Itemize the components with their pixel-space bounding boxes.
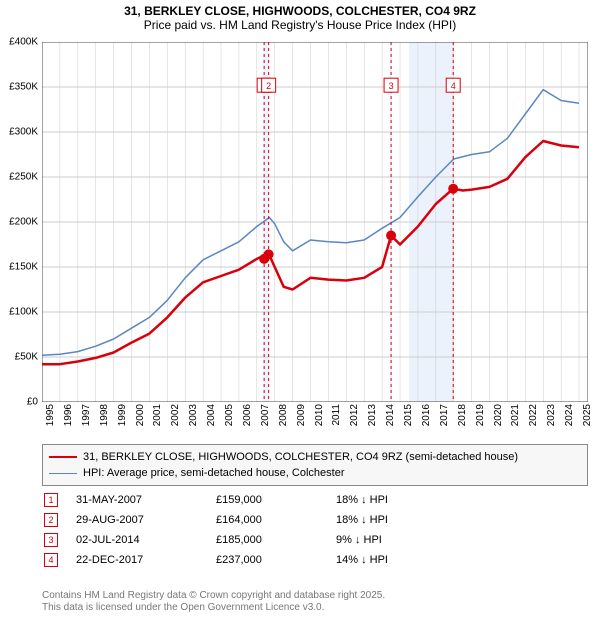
x-tick-label: 2002 [170,404,181,426]
y-tick-label: £300K [9,127,38,138]
x-tick-label: 2015 [403,404,414,426]
x-tick-label: 2006 [242,404,253,426]
y-tick-label: £350K [9,82,38,93]
sale-date: 22-DEC-2017 [76,554,216,566]
sales-table: 1 31-MAY-2007£159,00018% ↓ HPI 2 29-AUG-200… [42,490,588,570]
y-tick-label: £200K [9,217,38,228]
x-tick-label: 2025 [582,404,593,426]
y-tick-label: £150K [9,262,38,273]
x-tick-label: 2008 [278,404,289,426]
svg-text:2: 2 [266,81,271,91]
x-tick-label: 2023 [546,404,557,426]
x-tick-label: 2011 [331,404,342,426]
sale-hpi-delta: 18% ↓ HPI [336,494,456,506]
x-tick-label: 2016 [421,404,432,426]
x-tick-label: 2004 [206,404,217,426]
x-tick-label: 2005 [224,404,235,426]
title-block: 31, BERKLEY CLOSE, HIGHWOODS, COLCHESTER… [0,0,600,34]
sale-row: 2 29-AUG-2007£164,00018% ↓ HPI [42,510,588,530]
title-line1: 31, BERKLEY CLOSE, HIGHWOODS, COLCHESTER… [0,4,600,18]
footnote-line1: Contains HM Land Registry data © Crown c… [42,590,385,602]
sale-date: 29-AUG-2007 [76,514,216,526]
x-tick-label: 2013 [367,404,378,426]
x-tick-label: 1999 [117,404,128,426]
x-tick-label: 2021 [510,404,521,426]
sale-marker-box: 1 [44,493,58,507]
x-tick-label: 2014 [385,404,396,426]
plot-area: 1234 [42,42,588,402]
x-tick-label: 2024 [564,404,575,426]
legend-entry: 31, BERKLEY CLOSE, HIGHWOODS, COLCHESTER… [49,449,581,465]
x-tick-label: 2001 [152,404,163,426]
sale-marker-box: 2 [44,513,58,527]
sale-price: £159,000 [216,494,336,506]
x-tick-label: 2017 [439,404,450,426]
sale-price: £237,000 [216,554,336,566]
sale-hpi-delta: 14% ↓ HPI [336,554,456,566]
legend-label: 31, BERKLEY CLOSE, HIGHWOODS, COLCHESTER… [83,449,518,465]
sale-date: 02-JUL-2014 [76,534,216,546]
sale-price: £185,000 [216,534,336,546]
sale-marker-box: 4 [44,553,58,567]
x-tick-label: 2000 [135,404,146,426]
x-tick-label: 1996 [63,404,74,426]
footnote-line2: This data is licensed under the Open Gov… [42,602,385,614]
x-tick-label: 2010 [314,404,325,426]
sale-price: £164,000 [216,514,336,526]
x-tick-label: 2003 [188,404,199,426]
legend-swatch [49,456,77,458]
x-tick-label: 1998 [99,404,110,426]
legend: 31, BERKLEY CLOSE, HIGHWOODS, COLCHESTER… [42,444,588,486]
x-axis: 1995 1996 1997 1998 1999 2000 2001 2002 2003 2004… [42,402,588,442]
y-tick-label: £250K [9,172,38,183]
legend-label: HPI: Average price, semi-detached house,… [83,465,345,481]
legend-swatch [49,473,77,474]
y-axis: £0£50K£100K£150K£200K£250K£300K£350K£400… [0,42,42,402]
y-tick-label: £400K [9,37,38,48]
sale-hpi-delta: 18% ↓ HPI [336,514,456,526]
sale-row: 3 02-JUL-2014£185,0009% ↓ HPI [42,530,588,550]
legend-entry: HPI: Average price, semi-detached house,… [49,465,581,481]
y-tick-label: £100K [9,307,38,318]
x-tick-label: 2009 [296,404,307,426]
y-tick-label: £50K [15,352,38,363]
x-tick-label: 2022 [528,404,539,426]
x-tick-label: 1995 [45,404,56,426]
x-tick-label: 2007 [260,404,271,426]
svg-text:4: 4 [451,81,456,91]
svg-text:3: 3 [389,81,394,91]
chart-container: 31, BERKLEY CLOSE, HIGHWOODS, COLCHESTER… [0,0,600,620]
x-tick-label: 2020 [493,404,504,426]
sale-row: 1 31-MAY-2007£159,00018% ↓ HPI [42,490,588,510]
sale-hpi-delta: 9% ↓ HPI [336,534,456,546]
chart-svg: 1234 [42,42,588,402]
sale-date: 31-MAY-2007 [76,494,216,506]
x-tick-label: 2012 [349,404,360,426]
x-tick-label: 1997 [81,404,92,426]
sale-row: 4 22-DEC-2017£237,00014% ↓ HPI [42,550,588,570]
y-tick-label: £0 [27,397,38,408]
footnote: Contains HM Land Registry data © Crown c… [42,590,385,614]
sale-marker-box: 3 [44,533,58,547]
title-line2: Price paid vs. HM Land Registry's House … [0,18,600,32]
x-tick-label: 2019 [475,404,486,426]
x-tick-label: 2018 [457,404,468,426]
